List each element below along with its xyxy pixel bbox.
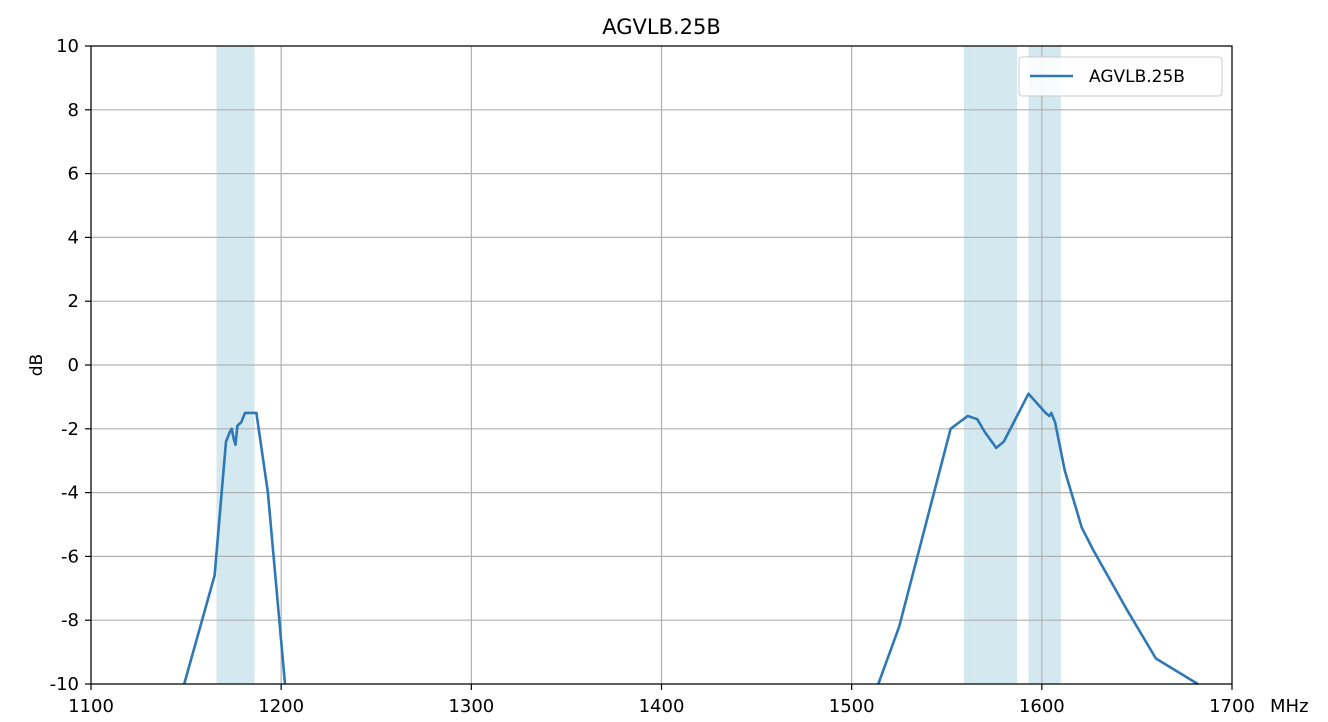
- series-line-segment-1: [182, 411, 287, 685]
- ticks-layer: 1100 1200 1300 1400 1500 1600 1700 -10 -8 -6 -4 -2 0…: [50, 36, 1255, 717]
- x-tick-label: 1100: [68, 696, 114, 717]
- y-tick-label: -10: [50, 674, 79, 695]
- x-tick-label: 1200: [258, 696, 304, 717]
- y-tick-label: -6: [61, 546, 79, 567]
- x-tick-label: 1400: [639, 696, 685, 717]
- y-tick-label: 2: [68, 291, 79, 312]
- series-line-segment-2: [877, 392, 1199, 686]
- y-tick-label: 8: [68, 100, 79, 121]
- y-tick-label: 10: [56, 36, 79, 57]
- x-tick-label: 1500: [829, 696, 875, 717]
- legend: AGVLB.25B: [1018, 56, 1223, 97]
- y-tick-label: 6: [68, 164, 79, 185]
- grid-layer: [90, 45, 1233, 685]
- y-tick-label: -2: [61, 419, 79, 440]
- y-tick-label: 0: [68, 355, 79, 376]
- chart-title: AGVLB.25B: [602, 15, 721, 39]
- series-layer: [182, 392, 1199, 686]
- legend-box: [1018, 56, 1223, 97]
- y-tick-label: -4: [61, 483, 79, 504]
- y-axis-label: dB: [27, 354, 47, 376]
- legend-label: AGVLB.25B: [1089, 67, 1185, 87]
- x-tick-label: 1600: [1019, 696, 1065, 717]
- y-tick-label: -8: [61, 610, 79, 631]
- y-tick-label: 4: [68, 227, 79, 248]
- x-tick-label: 1700: [1209, 696, 1255, 717]
- x-unit-label: MHz: [1270, 696, 1309, 717]
- x-tick-label: 1300: [448, 696, 494, 717]
